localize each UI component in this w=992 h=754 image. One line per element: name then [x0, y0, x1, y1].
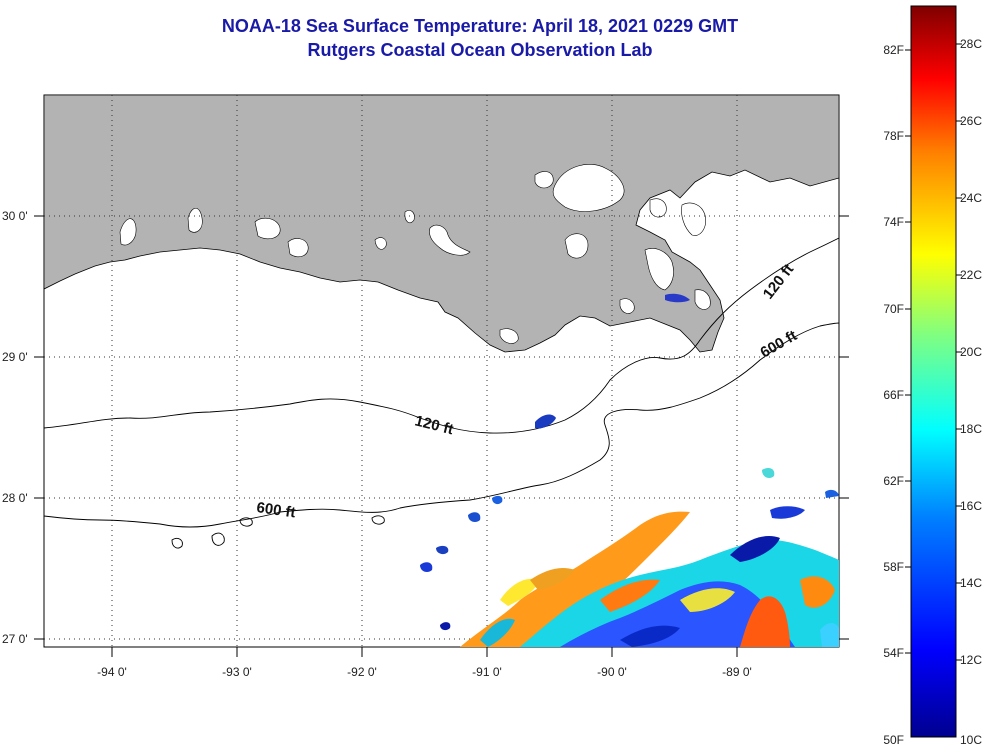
cb-c-label: 26C [960, 114, 982, 128]
lat-label: 27 0' [2, 632, 28, 646]
graticule [44, 95, 839, 647]
lat-label: 30 0' [2, 209, 28, 223]
colorbar-c-labels: 28C 26C 24C 22C 20C 18C 16C 14C 12C 10C [960, 37, 982, 747]
cb-c-label: 24C [960, 191, 982, 205]
cb-f-label: 78F [883, 129, 904, 143]
cb-c-label: 12C [960, 653, 982, 667]
lon-label: -89 0' [722, 665, 752, 679]
cb-f-label: 54F [883, 646, 904, 660]
colorbar [910, 5, 957, 738]
cb-c-label: 28C [960, 37, 982, 51]
map-title: NOAA-18 Sea Surface Temperature: April 1… [221, 16, 739, 36]
cb-c-label: 18C [960, 422, 982, 436]
cb-f-label: 66F [883, 388, 904, 402]
cb-f-label: 62F [883, 474, 904, 488]
inland-water [119, 164, 711, 344]
lon-label: -92 0' [347, 665, 377, 679]
cb-f-label: 50F [883, 733, 904, 747]
sst-swath [420, 293, 839, 647]
lon-label: -93 0' [222, 665, 252, 679]
cb-f-label: 74F [883, 215, 904, 229]
axis-ticks [34, 215, 849, 657]
cb-c-label: 10C [960, 733, 982, 747]
colorbar-f-labels: 82F 78F 74F 70F 66F 62F 58F 54F 50F [883, 43, 904, 747]
cb-c-label: 14C [960, 576, 982, 590]
contour-label-600ft-west: 600 ft [255, 499, 296, 521]
cb-c-label: 22C [960, 268, 982, 282]
cb-c-label: 16C [960, 499, 982, 513]
cb-f-label: 58F [883, 560, 904, 574]
lon-label: -94 0' [97, 665, 127, 679]
land-area [44, 95, 839, 353]
lon-label: -91 0' [472, 665, 502, 679]
lat-label: 29 0' [2, 350, 28, 364]
colorbar-ticks [905, 43, 962, 661]
cb-c-label: 20C [960, 345, 982, 359]
lat-label: 28 0' [2, 491, 28, 505]
map-subtitle: Rutgers Coastal Ocean Observation Lab [307, 40, 653, 60]
cb-f-label: 82F [883, 43, 904, 57]
cb-f-label: 70F [883, 302, 904, 316]
bathymetry-contours [44, 237, 839, 549]
lon-label: -90 0' [597, 665, 627, 679]
